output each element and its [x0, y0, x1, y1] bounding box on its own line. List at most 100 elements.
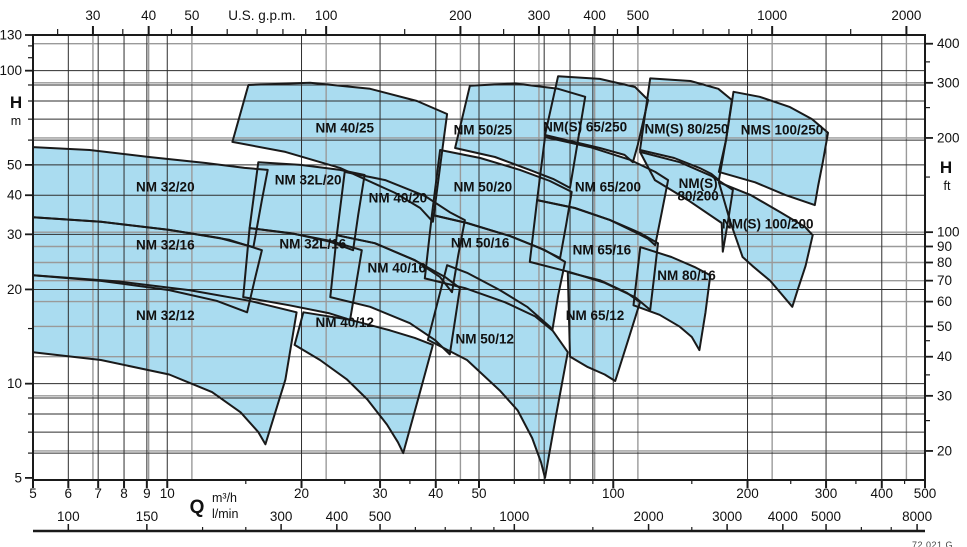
- region-fill-nm-50-12: [427, 265, 568, 478]
- axes: 30 40 50 100 200 300 400 500 1000 2000 U.S. g.p.m.…: [0, 8, 960, 533]
- ft-tick-label: 50: [937, 319, 952, 334]
- region-outline-nm-50-25: [454, 82, 587, 189]
- right-axis-title: H: [940, 158, 952, 177]
- region-label-nm-40-25: NM 40/25: [315, 121, 374, 136]
- q-tick-label: 200: [736, 486, 759, 501]
- region-outline-nm-50-16: [423, 213, 567, 332]
- top-axis-title: U.S. g.p.m.: [228, 8, 296, 23]
- region-label-nm-50-16: NM 50/16: [451, 236, 510, 251]
- lmin-tick-label: 1000: [499, 509, 529, 524]
- gpm-tick-label: 200: [449, 8, 472, 23]
- lmin-tick-label: 2000: [634, 509, 664, 524]
- region-fill-nm-80-16: [633, 247, 711, 351]
- m-tick-label: 100: [0, 63, 22, 78]
- ft-tick-label: 80: [937, 255, 952, 270]
- gpm-tick-label: 40: [141, 8, 156, 23]
- m-tick-label: 20: [7, 282, 22, 297]
- region-label-nm-50-25: NM 50/25: [454, 123, 513, 138]
- gpm-tick-label: 1000: [757, 8, 787, 23]
- q-tick-label: 20: [294, 486, 309, 501]
- region-labels: NM 32/20 NM 32/16 NM 32/12 NM 32L/20 NM 32L/…: [136, 120, 823, 347]
- gpm-tick-label: 500: [627, 8, 650, 23]
- q-tick-label: 400: [871, 486, 894, 501]
- region-label-nm-32-12: NM 32/12: [136, 308, 195, 323]
- region-outline-nms-100-250: [717, 90, 829, 207]
- m-tick-label: 50: [7, 157, 22, 172]
- q-tick-label: 7: [94, 486, 102, 501]
- region-fill-nm-32l-20: [249, 162, 365, 251]
- region-label-nms-100-250: NMS 100/250: [741, 123, 824, 138]
- q-tick-label: 5: [29, 486, 37, 501]
- region-label-nm-32-20: NM 32/20: [136, 179, 195, 194]
- region-label-nm-50-12: NM 50/12: [455, 331, 514, 346]
- region-fill-nm-40-16: [330, 235, 460, 355]
- ft-tick-label: 70: [937, 273, 952, 288]
- region-label-nm-s-65-250: NM(S) 65/250: [543, 120, 627, 135]
- region-outline-nm-50-12: [426, 264, 569, 479]
- region-label-nm-32l-16: NM 32L/16: [279, 237, 346, 252]
- region-outline-nm-65-12: [566, 271, 641, 382]
- lmin-tick-label: 3000: [712, 509, 742, 524]
- region-fill-nm-s-100-200: [718, 182, 813, 307]
- gpm-tick-label: 400: [583, 8, 606, 23]
- region-label-nm-40-20: NM 40/20: [369, 190, 428, 205]
- region-label-nm-32l-20: NM 32L/20: [275, 173, 342, 188]
- region-outline-nm-40-16: [329, 234, 461, 356]
- region-fill-nm-32-16: [33, 217, 262, 313]
- m-tick-label: 130: [0, 28, 22, 43]
- ft-tick-label: 40: [937, 349, 952, 364]
- region-outline-nm-65-16: [528, 199, 659, 311]
- drawing-code-note: 72.021.G: [911, 540, 953, 547]
- lmin-tick-label: 4000: [768, 509, 798, 524]
- region-fill-nms-100-250: [718, 91, 828, 206]
- region-label-nm-50-20: NM 50/20: [454, 179, 513, 194]
- gpm-tick-label: 2000: [891, 8, 921, 23]
- ft-tick-label: 60: [937, 294, 952, 309]
- q-tick-label: 10: [160, 486, 175, 501]
- region-label-nm-s-100-200: NM(S) 100/200: [722, 216, 814, 231]
- region-outline-nm-80-16: [632, 246, 712, 352]
- left-axis-unit: m: [11, 114, 21, 128]
- region-label-nm-80-16: NM 80/16: [657, 268, 716, 283]
- q-tick-label: 500: [914, 486, 937, 501]
- q-tick-label: 8: [120, 486, 128, 501]
- m-tick-label: 5: [14, 470, 22, 485]
- region-fill-nm-40-12: [294, 312, 433, 454]
- region-fill-nm-32-20: [33, 147, 268, 248]
- q-tick-label: 100: [602, 486, 625, 501]
- ft-tick-label: 90: [937, 239, 952, 254]
- region-outlines: [32, 75, 829, 479]
- lmin-tick-label: 150: [136, 509, 159, 524]
- region-label-nm-65-16: NM 65/16: [573, 243, 632, 258]
- m-tick-label: 10: [7, 376, 22, 391]
- q-tick-label: 300: [815, 486, 838, 501]
- ft-tick-label: 200: [937, 130, 960, 145]
- q-tick-label: 9: [143, 486, 151, 501]
- lmin-tick-label: 500: [369, 509, 392, 524]
- q-tick-label: 50: [471, 486, 486, 501]
- gpm-tick-label: 30: [85, 8, 100, 23]
- m-tick-label: 30: [7, 227, 22, 242]
- ft-tick-label: 100: [937, 225, 960, 240]
- region-outline-nm-40-12: [293, 311, 434, 455]
- ft-tick-label: 400: [937, 36, 960, 51]
- m-tick-label: 40: [7, 188, 22, 203]
- lmin-tick-label: 5000: [811, 509, 841, 524]
- q-tick-label: 6: [65, 486, 73, 501]
- left-axis-title: H: [10, 93, 22, 112]
- lmin-tick-label: 300: [270, 509, 293, 524]
- grid-minor: [33, 35, 925, 480]
- q-axis-unit-lmin: l/min: [212, 507, 238, 521]
- lmin-tick-label: 100: [57, 509, 80, 524]
- q-axis-unit-m3h: m³/h: [212, 491, 237, 505]
- region-outline-nm-32-12: [32, 274, 298, 446]
- q-axis-title: Q: [190, 497, 205, 518]
- right-axis-unit: ft: [944, 179, 951, 193]
- lmin-tick-label: 400: [326, 509, 349, 524]
- region-label-nm-s-80-200: NM(S) 80/200: [677, 176, 718, 204]
- q-tick-label: 40: [428, 486, 443, 501]
- gpm-tick-label: 100: [315, 8, 338, 23]
- ft-tick-label: 20: [937, 443, 952, 458]
